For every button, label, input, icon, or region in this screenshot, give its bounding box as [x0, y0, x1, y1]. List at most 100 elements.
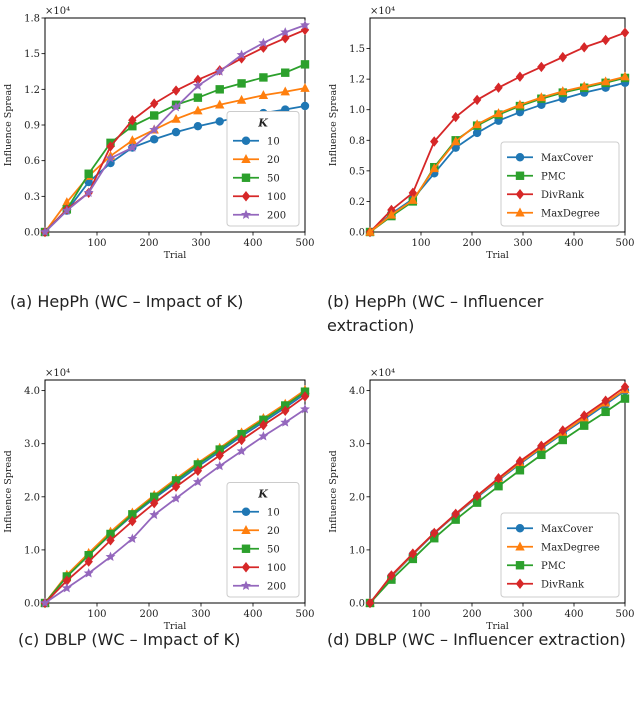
legend-box [500, 141, 620, 227]
data-point [83, 568, 94, 578]
data-point [171, 101, 181, 112]
series-200 [40, 404, 310, 608]
data-point [259, 73, 268, 82]
y-tick-label: 1.5 [349, 44, 365, 55]
data-point [128, 115, 137, 126]
data-point [620, 27, 630, 38]
data-point [515, 71, 525, 82]
legend-label: 50 [267, 173, 280, 184]
data-point [171, 113, 181, 123]
data-point [215, 117, 224, 126]
data-point [620, 394, 630, 403]
data-point [472, 490, 482, 501]
data-point [61, 205, 72, 215]
data-point [105, 153, 116, 163]
series-200 [40, 19, 310, 237]
data-point [171, 85, 181, 96]
caption-b: (b) HepPh (WC – Influencer extraction) [327, 292, 544, 335]
data-point [215, 85, 224, 94]
data-point [236, 445, 247, 456]
data-point [258, 37, 269, 48]
x-tick-label: 100 [87, 609, 106, 620]
y-tick-label: 3.0 [24, 439, 40, 450]
data-point [472, 498, 482, 507]
data-point [408, 195, 418, 204]
data-point [580, 410, 589, 421]
data-point [259, 419, 268, 431]
data-point [62, 197, 72, 206]
data-point [84, 169, 93, 178]
x-axis-label: Trial [164, 621, 187, 632]
y-tick-label: 1.2 [349, 75, 365, 86]
data-point [215, 450, 224, 461]
data-point [193, 121, 203, 131]
data-point [149, 124, 160, 134]
data-point [408, 548, 418, 559]
legend-label: 20 [267, 155, 280, 166]
data-point [40, 226, 50, 237]
x-tick-label: 400 [243, 238, 262, 249]
y-multiplier: ×10⁴ [45, 6, 70, 17]
data-point [515, 466, 525, 475]
data-point [558, 51, 567, 63]
data-point [536, 92, 547, 102]
data-point [579, 81, 589, 91]
series-DivRank [365, 381, 630, 609]
legend-label: DivRank [541, 190, 585, 201]
y-tick-label: 1.8 [24, 14, 40, 25]
y-tick-label: 0.5 [349, 166, 365, 177]
data-point [128, 121, 137, 131]
y-tick-label: 3.0 [349, 439, 365, 450]
y-tick-label: 1.2 [24, 85, 40, 96]
x-tick-label: 100 [87, 238, 106, 249]
y-tick-label: 0.0 [349, 228, 365, 239]
data-point [300, 82, 310, 92]
data-point [558, 86, 568, 96]
data-point [84, 556, 93, 567]
data-point [601, 395, 610, 406]
y-tick-label: 1.5 [24, 49, 40, 60]
data-point [193, 105, 203, 115]
x-tick-label: 200 [462, 609, 481, 620]
data-point [171, 127, 181, 137]
data-point [127, 533, 138, 543]
data-point [600, 76, 611, 86]
legend-label: 20 [267, 526, 280, 537]
caption-a: (a) HepPh (WC – Impact of K) [10, 292, 244, 311]
data-point [281, 405, 290, 416]
data-point [558, 435, 567, 445]
data-point [430, 534, 439, 543]
data-point [450, 136, 461, 146]
data-point [171, 493, 181, 503]
legend-label: 100 [267, 192, 286, 203]
data-point [106, 141, 115, 152]
data-point [558, 425, 567, 436]
data-point [215, 445, 224, 454]
data-point [493, 108, 504, 118]
legend: K 10 20 50 100 200 [226, 482, 300, 598]
x-tick-label: 300 [513, 609, 532, 620]
plot-frame [369, 379, 626, 604]
data-point [494, 82, 503, 93]
plot-frame [44, 379, 306, 604]
y-tick-label: 0.8 [349, 136, 365, 147]
legend-marker [515, 541, 525, 551]
data-point [215, 99, 225, 109]
legend-marker [241, 562, 251, 573]
data-point [451, 111, 460, 123]
data-point [40, 597, 50, 608]
data-point [280, 27, 291, 37]
y-tick-label: 4.0 [349, 386, 365, 397]
data-point [472, 119, 482, 129]
data-point [387, 570, 396, 581]
x-tick-label: 100 [411, 238, 430, 249]
x-axis-label: Trial [486, 621, 509, 632]
y-tick-label: 4.0 [24, 386, 40, 397]
data-point [150, 497, 159, 509]
data-point [300, 60, 310, 69]
x-tick-label: 300 [513, 238, 532, 249]
data-point [237, 434, 246, 446]
legend-marker [515, 189, 525, 200]
legend-label: MaxCover [541, 524, 593, 535]
data-point [430, 136, 439, 147]
